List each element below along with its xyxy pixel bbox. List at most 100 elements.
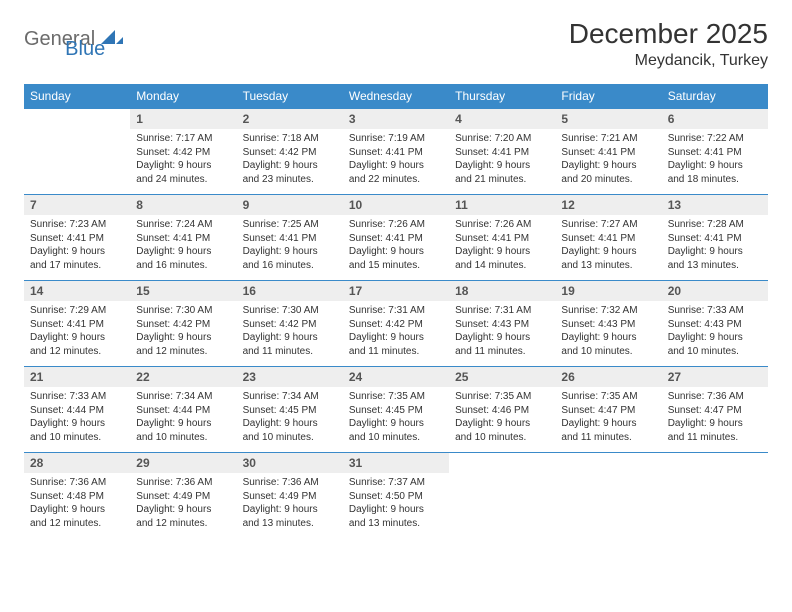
day-details: Sunrise: 7:25 AMSunset: 4:41 PMDaylight:… [237,215,343,278]
calendar-cell: 28Sunrise: 7:36 AMSunset: 4:48 PMDayligh… [24,453,130,539]
calendar-cell: 16Sunrise: 7:30 AMSunset: 4:42 PMDayligh… [237,281,343,367]
day-details: Sunrise: 7:26 AMSunset: 4:41 PMDaylight:… [449,215,555,278]
day-header: Friday [555,84,661,109]
daylight-line2: and 11 minutes. [243,345,337,359]
daylight-line2: and 11 minutes. [349,345,443,359]
sunset-text: Sunset: 4:41 PM [349,232,443,246]
calendar-cell: 1Sunrise: 7:17 AMSunset: 4:42 PMDaylight… [130,109,236,195]
daylight-line2: and 10 minutes. [455,431,549,445]
sunset-text: Sunset: 4:41 PM [136,232,230,246]
daylight-line1: Daylight: 9 hours [243,417,337,431]
calendar-week-row: 28Sunrise: 7:36 AMSunset: 4:48 PMDayligh… [24,453,768,539]
daylight-line2: and 24 minutes. [136,173,230,187]
daylight-line2: and 17 minutes. [30,259,124,273]
calendar-cell: 24Sunrise: 7:35 AMSunset: 4:45 PMDayligh… [343,367,449,453]
sunset-text: Sunset: 4:46 PM [455,404,549,418]
day-number: 13 [662,195,768,215]
sunrise-text: Sunrise: 7:36 AM [668,390,762,404]
sunrise-text: Sunrise: 7:35 AM [561,390,655,404]
location: Meydancik, Turkey [569,52,768,70]
daylight-line2: and 10 minutes. [349,431,443,445]
sunrise-text: Sunrise: 7:29 AM [30,304,124,318]
sunrise-text: Sunrise: 7:30 AM [136,304,230,318]
sunrise-text: Sunrise: 7:36 AM [30,476,124,490]
sunrise-text: Sunrise: 7:36 AM [136,476,230,490]
day-number: 15 [130,281,236,301]
day-number: 19 [555,281,661,301]
sunset-text: Sunset: 4:45 PM [243,404,337,418]
day-details: Sunrise: 7:28 AMSunset: 4:41 PMDaylight:… [662,215,768,278]
day-header: Thursday [449,84,555,109]
calendar-cell: 6Sunrise: 7:22 AMSunset: 4:41 PMDaylight… [662,109,768,195]
sunset-text: Sunset: 4:42 PM [349,318,443,332]
sunrise-text: Sunrise: 7:28 AM [668,218,762,232]
sunset-text: Sunset: 4:44 PM [136,404,230,418]
day-header-row: Sunday Monday Tuesday Wednesday Thursday… [24,84,768,109]
daylight-line2: and 16 minutes. [243,259,337,273]
sunset-text: Sunset: 4:43 PM [561,318,655,332]
sunset-text: Sunset: 4:49 PM [243,490,337,504]
header: General Blue December 2025 Meydancik, Tu… [24,18,768,70]
calendar-cell: 22Sunrise: 7:34 AMSunset: 4:44 PMDayligh… [130,367,236,453]
day-number: 27 [662,367,768,387]
day-details: Sunrise: 7:35 AMSunset: 4:47 PMDaylight:… [555,387,661,450]
daylight-line1: Daylight: 9 hours [455,417,549,431]
day-number: 28 [24,453,130,473]
day-details: Sunrise: 7:22 AMSunset: 4:41 PMDaylight:… [662,129,768,192]
day-number: 17 [343,281,449,301]
daylight-line2: and 18 minutes. [668,173,762,187]
daylight-line2: and 13 minutes. [668,259,762,273]
sunrise-text: Sunrise: 7:25 AM [243,218,337,232]
daylight-line2: and 14 minutes. [455,259,549,273]
daylight-line2: and 12 minutes. [136,345,230,359]
daylight-line1: Daylight: 9 hours [30,331,124,345]
day-details: Sunrise: 7:36 AMSunset: 4:48 PMDaylight:… [24,473,130,536]
day-details: Sunrise: 7:21 AMSunset: 4:41 PMDaylight:… [555,129,661,192]
sunset-text: Sunset: 4:41 PM [455,146,549,160]
sunrise-text: Sunrise: 7:35 AM [349,390,443,404]
day-header: Wednesday [343,84,449,109]
sunrise-text: Sunrise: 7:18 AM [243,132,337,146]
day-details: Sunrise: 7:33 AMSunset: 4:43 PMDaylight:… [662,301,768,364]
daylight-line1: Daylight: 9 hours [136,159,230,173]
daylight-line1: Daylight: 9 hours [30,245,124,259]
calendar-cell: 19Sunrise: 7:32 AMSunset: 4:43 PMDayligh… [555,281,661,367]
day-number: 10 [343,195,449,215]
sunset-text: Sunset: 4:47 PM [668,404,762,418]
sunrise-text: Sunrise: 7:21 AM [561,132,655,146]
day-details: Sunrise: 7:26 AMSunset: 4:41 PMDaylight:… [343,215,449,278]
sunrise-text: Sunrise: 7:30 AM [243,304,337,318]
sunset-text: Sunset: 4:48 PM [30,490,124,504]
daylight-line2: and 15 minutes. [349,259,443,273]
daylight-line2: and 10 minutes. [30,431,124,445]
daylight-line1: Daylight: 9 hours [561,331,655,345]
daylight-line2: and 11 minutes. [455,345,549,359]
calendar-week-row: 7Sunrise: 7:23 AMSunset: 4:41 PMDaylight… [24,195,768,281]
day-details: Sunrise: 7:36 AMSunset: 4:47 PMDaylight:… [662,387,768,450]
sunset-text: Sunset: 4:41 PM [30,232,124,246]
daylight-line1: Daylight: 9 hours [349,245,443,259]
daylight-line1: Daylight: 9 hours [136,417,230,431]
daylight-line1: Daylight: 9 hours [243,331,337,345]
sunset-text: Sunset: 4:44 PM [30,404,124,418]
calendar-cell: 5Sunrise: 7:21 AMSunset: 4:41 PMDaylight… [555,109,661,195]
calendar-week-row: 1Sunrise: 7:17 AMSunset: 4:42 PMDaylight… [24,109,768,195]
day-number: 23 [237,367,343,387]
daylight-line1: Daylight: 9 hours [349,503,443,517]
daylight-line1: Daylight: 9 hours [455,159,549,173]
sunset-text: Sunset: 4:42 PM [136,318,230,332]
day-number: 7 [24,195,130,215]
logo-text-blue: Blue [65,38,105,61]
calendar-cell [24,109,130,195]
day-details: Sunrise: 7:30 AMSunset: 4:42 PMDaylight:… [237,301,343,364]
calendar-cell [555,453,661,539]
title-block: December 2025 Meydancik, Turkey [569,18,768,70]
day-number: 12 [555,195,661,215]
day-number: 4 [449,109,555,129]
sunrise-text: Sunrise: 7:33 AM [30,390,124,404]
day-details: Sunrise: 7:27 AMSunset: 4:41 PMDaylight:… [555,215,661,278]
daylight-line2: and 10 minutes. [136,431,230,445]
calendar-cell: 7Sunrise: 7:23 AMSunset: 4:41 PMDaylight… [24,195,130,281]
daylight-line2: and 11 minutes. [668,431,762,445]
calendar-cell: 26Sunrise: 7:35 AMSunset: 4:47 PMDayligh… [555,367,661,453]
